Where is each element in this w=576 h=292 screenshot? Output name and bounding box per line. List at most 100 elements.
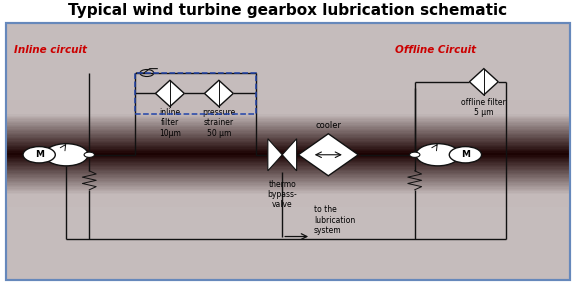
Bar <box>6 104 570 106</box>
Text: to the
lubrication
system: to the lubrication system <box>314 205 355 235</box>
Bar <box>6 144 570 146</box>
Bar <box>6 147 570 149</box>
Bar <box>6 132 570 134</box>
Bar <box>6 167 570 169</box>
Text: Offline Circuit: Offline Circuit <box>395 45 476 55</box>
Bar <box>6 116 570 118</box>
Bar <box>6 112 570 114</box>
Bar <box>6 157 570 159</box>
Polygon shape <box>469 69 498 95</box>
Bar <box>6 172 570 174</box>
Bar <box>6 121 570 124</box>
Bar <box>6 169 570 171</box>
Text: inline
filter
10μm: inline filter 10μm <box>159 108 181 138</box>
Bar <box>6 184 570 186</box>
Bar <box>6 161 570 164</box>
Circle shape <box>416 144 460 166</box>
Bar <box>6 183 570 185</box>
Bar <box>6 130 570 131</box>
Bar <box>6 156 570 158</box>
Text: cooler: cooler <box>315 121 342 130</box>
Bar <box>6 23 570 280</box>
Text: M: M <box>35 150 44 159</box>
Bar <box>6 188 570 190</box>
Bar <box>6 195 570 197</box>
Bar <box>6 107 570 109</box>
Bar <box>6 178 570 179</box>
Bar <box>6 123 570 125</box>
Bar <box>6 103 570 105</box>
Text: M: M <box>461 150 470 159</box>
Bar <box>6 176 570 178</box>
Circle shape <box>449 147 482 163</box>
Bar <box>6 120 570 122</box>
Bar <box>6 196 570 198</box>
Text: offline filter
5 μm: offline filter 5 μm <box>461 98 506 117</box>
Circle shape <box>44 144 88 166</box>
Text: Typical wind turbine gearbox lubrication schematic: Typical wind turbine gearbox lubrication… <box>69 3 507 18</box>
Bar <box>6 111 570 113</box>
Bar <box>6 171 570 173</box>
Bar <box>6 204 570 206</box>
Bar <box>6 140 570 142</box>
Bar <box>6 197 570 199</box>
Bar <box>6 148 570 150</box>
Bar <box>135 73 256 114</box>
Bar <box>6 163 570 165</box>
Bar <box>6 108 570 110</box>
Bar <box>6 192 570 194</box>
Bar <box>6 187 570 189</box>
Text: pressure
strainer
50 μm: pressure strainer 50 μm <box>202 108 236 138</box>
Bar <box>6 168 570 170</box>
Bar <box>6 106 570 107</box>
Bar <box>6 185 570 187</box>
Bar <box>6 181 570 183</box>
Bar <box>6 138 570 140</box>
Bar <box>6 124 570 126</box>
Bar <box>6 164 570 166</box>
Bar <box>6 23 570 280</box>
Bar <box>6 199 570 201</box>
Bar <box>6 118 570 119</box>
Bar <box>6 145 570 147</box>
Bar <box>6 102 570 104</box>
Bar <box>6 179 570 181</box>
Bar <box>6 151 570 153</box>
Bar <box>6 180 570 182</box>
Text: thermo
bypass-
valve: thermo bypass- valve <box>267 180 297 209</box>
Bar <box>6 155 570 157</box>
Polygon shape <box>298 134 358 176</box>
Bar <box>6 166 570 167</box>
Bar <box>6 100 570 102</box>
Bar <box>6 200 570 202</box>
Bar <box>6 193 570 195</box>
Bar <box>6 128 570 130</box>
Circle shape <box>23 147 55 163</box>
Bar <box>6 136 570 138</box>
Bar <box>6 127 570 129</box>
Bar <box>6 160 570 162</box>
Bar <box>6 135 570 137</box>
Bar <box>6 175 570 177</box>
Bar <box>6 126 570 128</box>
Bar <box>6 154 570 155</box>
Bar <box>6 114 570 116</box>
Bar <box>6 142 570 143</box>
Bar <box>6 131 570 133</box>
Bar <box>6 191 570 193</box>
Text: Inline circuit: Inline circuit <box>14 45 88 55</box>
Polygon shape <box>282 139 297 171</box>
Polygon shape <box>268 139 282 171</box>
Bar <box>6 150 570 152</box>
Bar <box>6 110 570 112</box>
Bar <box>6 133 570 135</box>
Bar <box>6 173 570 175</box>
Bar <box>6 206 570 207</box>
Bar <box>6 119 570 121</box>
Bar <box>6 203 570 205</box>
Circle shape <box>410 152 420 157</box>
Bar <box>6 152 570 154</box>
Polygon shape <box>204 80 233 107</box>
Bar <box>6 115 570 117</box>
Bar <box>6 139 570 141</box>
